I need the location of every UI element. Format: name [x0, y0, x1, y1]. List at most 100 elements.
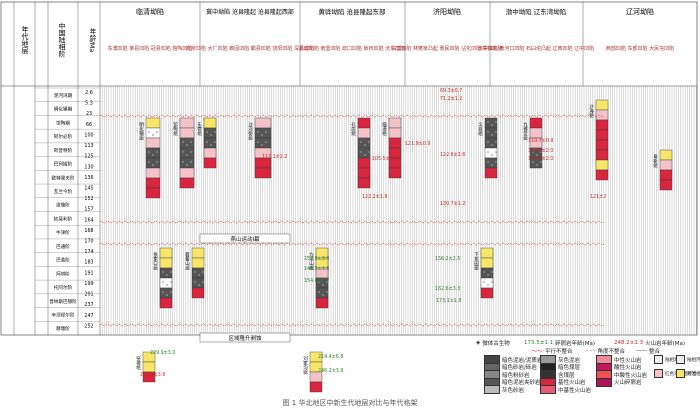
formation-label: 刘家沟组: [303, 355, 308, 375]
grain-dot: [206, 131, 208, 133]
stage-label: 阿普特阶: [54, 147, 73, 154]
lithology-block: [179, 167, 195, 179]
grain-dot: [156, 161, 158, 163]
basin-header-jizhong: 冀中坳陷 沧县隆起 沧县隆起西部: [206, 8, 294, 16]
grain-dot: [495, 161, 497, 163]
lithology-block: [480, 257, 494, 269]
grain-dot: [210, 134, 212, 136]
lithology-block: [145, 137, 161, 149]
unconformity-line: [99, 242, 605, 246]
age-annotation: 153.8±3.9: [304, 256, 329, 262]
lithology-block: [595, 109, 609, 121]
stage-label: 辛涅缪尔阶: [52, 311, 75, 318]
lithology-block: [357, 177, 371, 189]
lithology-block: [203, 127, 217, 139]
grain-dot: [483, 271, 485, 273]
lithology-block: [357, 127, 371, 139]
age-annotation: 105.5±1.3: [372, 156, 397, 162]
grain-dot: [166, 294, 168, 296]
formation-label: 孔店组: [351, 121, 356, 136]
grain-dot: [491, 154, 493, 156]
grain-dot: [194, 281, 196, 283]
age-annotation: 122.2±1.9: [362, 194, 387, 200]
lithology-swatch: [540, 385, 556, 394]
label-yanshan-movement: 燕山运动Ⅰ幕: [230, 235, 260, 243]
lithology-block: [159, 297, 173, 309]
stage-label: 欧特里夫阶: [52, 174, 75, 181]
age-tick-label: 2.6: [85, 90, 93, 96]
lithology-block: [595, 99, 609, 111]
grain-dot: [190, 151, 192, 153]
age-annotation: 156.2±2.5: [435, 256, 460, 262]
basin-sub-linqing: 东濮凹陷 莘县凹陷 冠县凹陷 馆陶凹陷: [108, 45, 193, 52]
age-annotation: 146.5±1.6: [304, 266, 329, 272]
lithology-block: [388, 117, 402, 129]
grain-dot: [156, 131, 158, 133]
stage-label: 瓦兰今阶: [54, 188, 73, 195]
wavy-line-icon: 〜〜: [532, 349, 544, 355]
grain-dot: [540, 161, 542, 163]
stage-rows: 泥河湾期明化镇期馆陶期阿尔必阶阿普特阶巴列姆阶欧特里夫阶瓦兰今阶提塘阶钦莫利阶牛…: [35, 87, 100, 332]
grain-dot: [487, 131, 489, 133]
formation-label: 东营组: [197, 121, 202, 136]
grain-dot: [487, 141, 489, 143]
grain-dot: [364, 154, 366, 156]
unconformity-line: [99, 220, 605, 224]
lithology-block: [142, 361, 156, 373]
lithology-block: [191, 267, 205, 279]
formation-label: 九龙山组: [309, 251, 314, 271]
unconformity-lines: [99, 114, 605, 327]
lithology-block: [203, 147, 217, 159]
grain-dot: [491, 281, 493, 283]
lithology-block: [191, 247, 205, 259]
stage-label: 提塘阶: [56, 202, 70, 209]
lithology-block: [203, 117, 217, 129]
grain-dot: [540, 151, 542, 153]
grain-dot: [326, 291, 328, 293]
grain-dot: [170, 281, 172, 283]
legend-fossil: ◈ 微体古生物: [476, 340, 510, 347]
grain-dot: [536, 154, 538, 156]
grain-dot: [186, 154, 188, 156]
age-tick-label: 183: [84, 260, 93, 266]
age-annotation: 154.6±1.7: [304, 278, 329, 284]
grain-dot: [487, 121, 489, 123]
grain-dot: [190, 161, 192, 163]
age-annotation: 125.1±2.0: [528, 156, 553, 162]
label-regional-uplift: 区域隆升剥蚀: [228, 334, 262, 342]
age-tick-label: 237: [84, 302, 93, 308]
age-annotation: 214.4±6.8: [318, 354, 343, 360]
grain-dot: [265, 141, 267, 143]
age-annotation: 130.7±1.2: [440, 201, 465, 207]
lithology-block: [484, 147, 498, 159]
lithology-block: [142, 371, 156, 383]
age-annotation: 117.1±2.2: [262, 154, 287, 160]
formation-label: 馆陶组: [173, 121, 178, 136]
grain-dot: [152, 134, 154, 136]
grain-dot: [322, 284, 324, 286]
lithology-block: [484, 127, 498, 139]
grain-dot: [182, 161, 184, 163]
lithology-swatch: [484, 385, 500, 394]
age-annotation: 121±2: [590, 194, 606, 200]
formation-label: 九佛堂组: [523, 121, 528, 141]
age-annotation: 69.3±0.7: [440, 88, 462, 94]
stage-label: 托阿尔阶: [54, 284, 73, 291]
age-ticks: 2.6 5.3 23 66 100 113 125 130 136 145 152 157 164 168…: [84, 90, 93, 329]
age-annotation: 71.2±1.2: [440, 96, 462, 102]
environment-swatch: [654, 355, 663, 364]
age-tick-label: 168: [84, 228, 93, 234]
grain-dot: [152, 154, 154, 156]
grain-dot: [148, 161, 150, 163]
lithology-block: [179, 147, 195, 159]
stage-label: 牛津阶: [56, 229, 70, 236]
age-annotation: 122.6±1.6: [440, 152, 465, 158]
grain-dot: [162, 291, 164, 293]
age-annotation: 173.1±1.8: [436, 298, 461, 304]
grain-dot: [326, 281, 328, 283]
age-tick-label: 125: [84, 154, 93, 160]
lithology-block: [480, 287, 494, 299]
lithology-block: [159, 287, 173, 299]
age-tick-label: 5.3: [85, 101, 93, 107]
grain-dot: [202, 271, 204, 273]
